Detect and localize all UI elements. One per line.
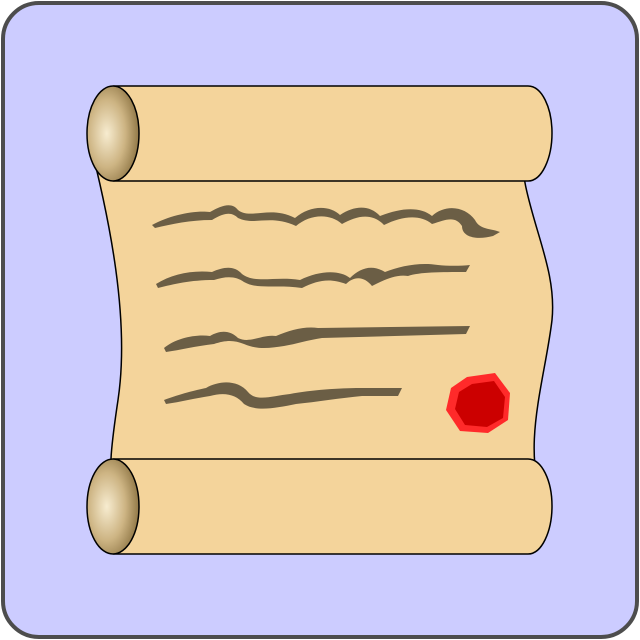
top-roll bbox=[86, 85, 553, 182]
wax-seal bbox=[446, 373, 510, 433]
parchment-sheet bbox=[87, 134, 554, 506]
script-line-2 bbox=[156, 263, 470, 288]
script-line-3 bbox=[164, 326, 470, 352]
script-line-1 bbox=[152, 205, 500, 238]
script-lines bbox=[152, 205, 500, 409]
bottom-roll bbox=[86, 458, 553, 555]
top-roll-end bbox=[86, 85, 140, 182]
wax-seal-inner bbox=[455, 381, 505, 427]
bottom-roll-end bbox=[86, 458, 140, 555]
script-line-4 bbox=[164, 382, 402, 409]
